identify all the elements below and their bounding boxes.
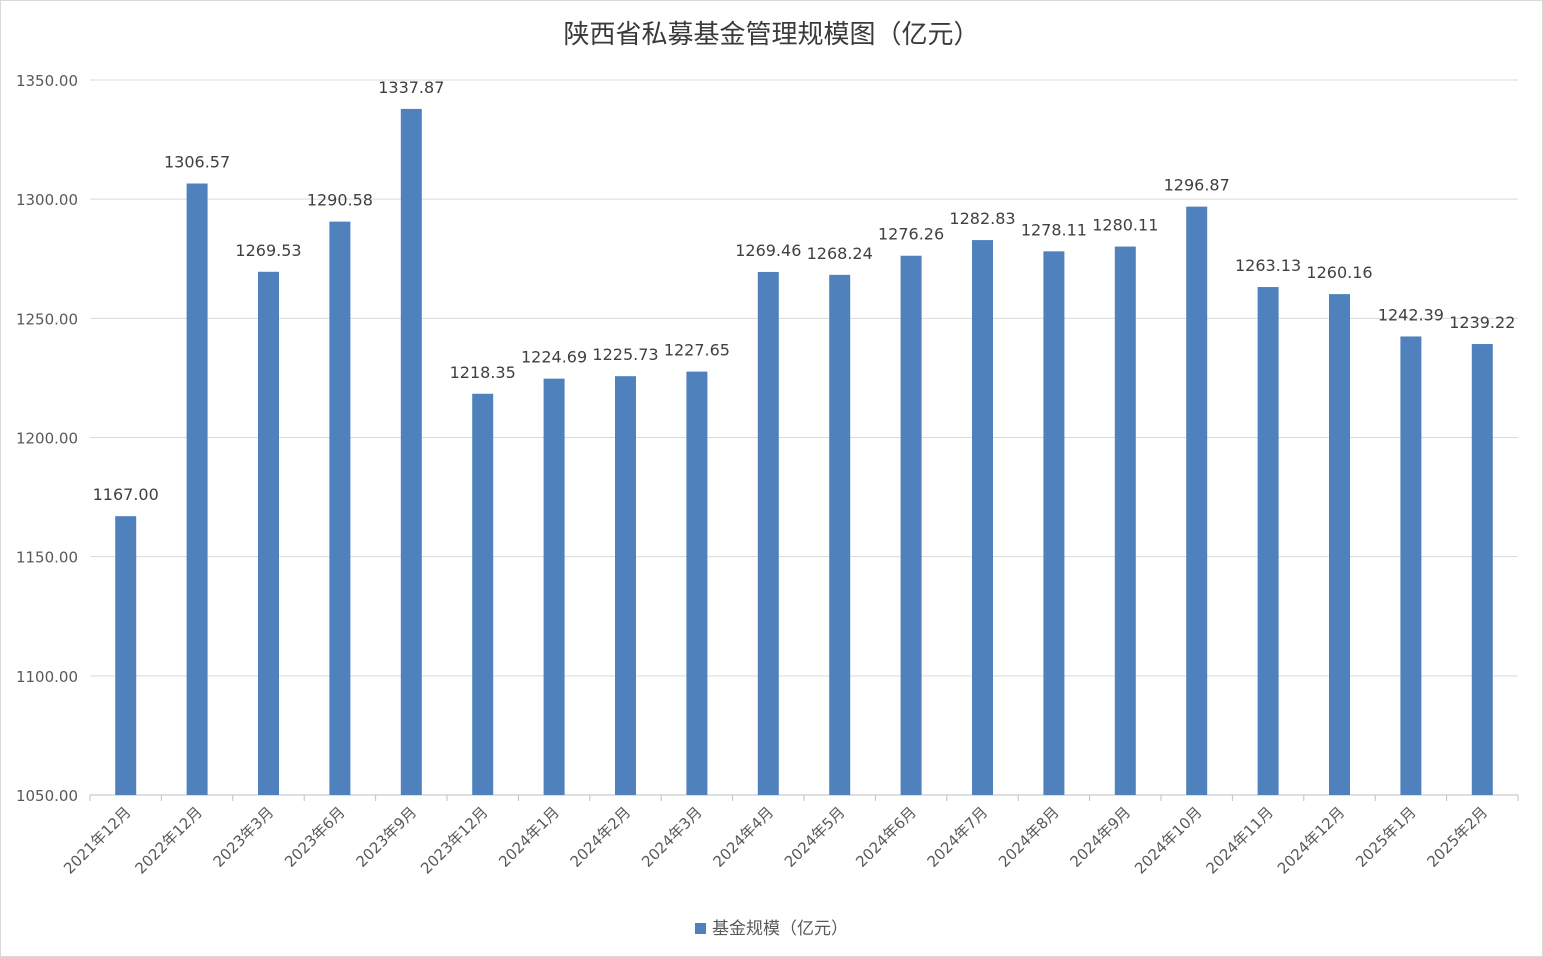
x-tick-label: 2023年3月 xyxy=(210,803,278,871)
y-tick-label: 1100.00 xyxy=(16,668,78,686)
data-label: 1268.24 xyxy=(807,244,873,263)
x-tick-label: 2024年1月 xyxy=(495,803,563,871)
legend-label: 基金规模（亿元） xyxy=(712,919,848,939)
y-tick-label: 1050.00 xyxy=(16,787,78,805)
data-label: 1306.57 xyxy=(164,153,230,172)
bar xyxy=(1400,336,1422,795)
bar xyxy=(829,274,851,795)
bar xyxy=(686,371,708,795)
bar xyxy=(329,221,351,795)
bar xyxy=(186,183,208,795)
data-label: 1276.26 xyxy=(878,225,944,244)
y-tick-label: 1300.00 xyxy=(16,191,78,209)
bar xyxy=(1257,287,1279,795)
bar xyxy=(900,255,922,795)
bar xyxy=(115,516,137,795)
y-tick-label: 1200.00 xyxy=(16,430,78,448)
x-tick-label: 2024年12月 xyxy=(1274,803,1348,877)
data-label: 1278.11 xyxy=(1021,220,1087,239)
x-tick-label: 2025年1月 xyxy=(1352,803,1420,871)
data-label: 1290.58 xyxy=(307,191,373,210)
bar xyxy=(1043,251,1065,795)
data-label: 1282.83 xyxy=(949,209,1015,228)
data-label: 1280.11 xyxy=(1092,216,1158,235)
bar xyxy=(1471,344,1493,795)
x-tick-label: 2024年6月 xyxy=(852,803,920,871)
data-label: 1260.16 xyxy=(1306,263,1372,282)
data-label: 1337.87 xyxy=(378,78,444,97)
y-tick-label: 1250.00 xyxy=(16,310,78,328)
bar xyxy=(400,108,422,795)
x-tick-label: 2024年2月 xyxy=(567,803,635,871)
bar xyxy=(972,240,993,795)
x-tick-label: 2023年12月 xyxy=(417,803,491,877)
legend-swatch xyxy=(695,922,706,934)
legend: 基金规模（亿元） xyxy=(0,914,1543,939)
data-label: 1269.53 xyxy=(235,241,301,260)
x-tick-label: 2023年9月 xyxy=(352,803,420,871)
bar xyxy=(757,271,779,795)
bar xyxy=(543,378,565,795)
data-label: 1225.73 xyxy=(592,345,658,364)
data-label: 1218.35 xyxy=(450,363,516,382)
chart-title: 陕西省私募基金管理规模图（亿元） xyxy=(563,20,980,50)
bar xyxy=(615,376,636,795)
x-tick-label: 2024年5月 xyxy=(781,803,849,871)
x-tick-label: 2024年4月 xyxy=(709,803,777,871)
x-tick-label: 2023年6月 xyxy=(281,803,349,871)
bar xyxy=(472,393,494,795)
bar xyxy=(1114,246,1136,795)
data-label: 1224.69 xyxy=(521,348,587,367)
data-label: 1263.13 xyxy=(1235,256,1301,275)
x-tick-label: 2021年12月 xyxy=(60,803,134,877)
x-tick-label: 2024年11月 xyxy=(1202,803,1276,877)
x-tick-label: 2024年7月 xyxy=(924,803,992,871)
data-label: 1227.65 xyxy=(664,341,730,360)
data-label: 1242.39 xyxy=(1378,305,1444,324)
bar xyxy=(1186,206,1208,796)
data-label: 1167.00 xyxy=(93,485,159,504)
bar xyxy=(258,271,279,795)
y-tick-label: 1350.00 xyxy=(16,72,78,90)
data-label: 1239.22 xyxy=(1449,313,1515,332)
data-label: 1296.87 xyxy=(1164,176,1230,195)
x-tick-label: 2024年3月 xyxy=(638,803,706,871)
x-tick-label: 2025年2月 xyxy=(1423,803,1491,871)
y-tick-label: 1150.00 xyxy=(16,549,78,567)
x-tick-label: 2022年12月 xyxy=(131,803,205,877)
x-tick-label: 2024年9月 xyxy=(1066,803,1134,871)
x-tick-label: 2024年8月 xyxy=(995,803,1063,871)
bar xyxy=(1329,294,1350,795)
x-tick-label: 2024年10月 xyxy=(1131,803,1205,877)
data-label: 1269.46 xyxy=(735,241,801,260)
